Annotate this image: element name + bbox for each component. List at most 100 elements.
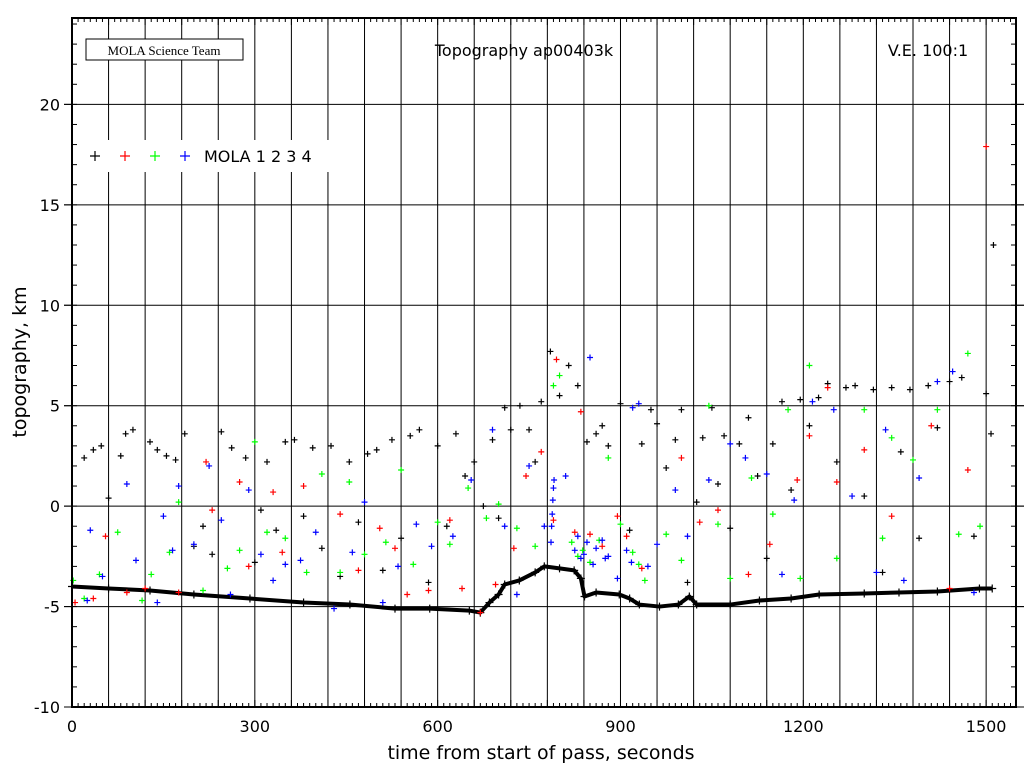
- data-point-ch2: [794, 477, 801, 484]
- data-point-ch1: [754, 472, 761, 479]
- data-point-ch3: [166, 549, 173, 556]
- data-point-ch4: [549, 497, 556, 504]
- data-point-ch1: [815, 394, 822, 401]
- data-point-ch4: [882, 426, 889, 433]
- data-point-ch3: [282, 535, 289, 542]
- data-point-ch1: [684, 579, 691, 586]
- data-point-ch4: [395, 563, 402, 570]
- data-point-ch2: [571, 529, 578, 536]
- data-point-ch3: [705, 402, 712, 409]
- data-point-ch3: [139, 597, 146, 604]
- data-point-ch4: [501, 523, 508, 530]
- data-point-ch1: [727, 525, 734, 532]
- data-point-ch4: [763, 470, 770, 477]
- data-point-ch3: [337, 569, 344, 576]
- data-point-ch2: [983, 143, 990, 150]
- data-point-ch1: [291, 436, 298, 443]
- data-point-ch1: [495, 515, 502, 522]
- data-point-ch2: [446, 517, 453, 524]
- data-point-ch4: [449, 533, 456, 540]
- data-point-ch1: [888, 384, 895, 391]
- data-point-ch2: [550, 517, 557, 524]
- data-point-ch3: [910, 456, 917, 463]
- data-point-ch3: [81, 595, 88, 602]
- data-point-ch3: [714, 521, 721, 528]
- data-point-ch2: [72, 599, 79, 606]
- data-point-ch4: [742, 454, 749, 461]
- data-point-ch1: [565, 362, 572, 369]
- data-point-ch4: [175, 483, 182, 490]
- data-point-ch2: [300, 483, 307, 490]
- data-point-ch4: [297, 557, 304, 564]
- data-point-ch1: [538, 398, 545, 405]
- data-point-ch4: [809, 398, 816, 405]
- data-point-ch4: [84, 597, 91, 604]
- grid: [64, 18, 1024, 707]
- data-point-ch1: [532, 458, 539, 465]
- data-point-ch4: [849, 493, 856, 500]
- data-point-ch4: [949, 368, 956, 375]
- surface-point: [592, 588, 601, 597]
- data-point-ch4: [605, 553, 612, 560]
- data-point-ch1: [983, 390, 990, 397]
- surface-point: [189, 590, 198, 599]
- data-point-ch4: [587, 354, 594, 361]
- data-point-ch1: [708, 404, 715, 411]
- data-point-ch1: [714, 481, 721, 488]
- data-point-ch1: [788, 487, 795, 494]
- data-point-ch1: [328, 442, 335, 449]
- data-point-ch2: [946, 585, 953, 592]
- data-point-ch2: [538, 448, 545, 455]
- data-point-ch3: [200, 587, 207, 594]
- data-point-ch4: [727, 440, 734, 447]
- data-points: [70, 143, 997, 616]
- data-point-ch4: [590, 561, 597, 568]
- surface-point: [576, 574, 585, 583]
- data-point-ch4: [282, 561, 289, 568]
- data-point-ch1: [379, 567, 386, 574]
- legend-marker-4: [180, 151, 190, 161]
- data-point-ch4: [489, 426, 496, 433]
- data-point-ch4: [577, 555, 584, 562]
- data-point-ch2: [477, 609, 484, 616]
- data-point-ch4: [361, 499, 368, 506]
- data-point-ch1: [90, 446, 97, 453]
- data-point-ch4: [599, 537, 606, 544]
- surface-point: [635, 600, 644, 609]
- data-point-ch1: [452, 430, 459, 437]
- data-point-ch1: [309, 444, 316, 451]
- data-point-ch4: [468, 477, 475, 484]
- data-point-ch3: [635, 561, 642, 568]
- data-point-ch3: [114, 529, 121, 536]
- surface-point: [933, 587, 942, 596]
- data-point-ch3: [955, 531, 962, 538]
- data-point-ch1: [672, 436, 679, 443]
- data-point-ch1: [583, 438, 590, 445]
- surface-point: [570, 566, 579, 575]
- data-point-ch2: [745, 571, 752, 578]
- data-point-ch3: [861, 406, 868, 413]
- data-point-ch1: [228, 444, 235, 451]
- data-point-ch3: [513, 525, 520, 532]
- data-point-ch4: [548, 539, 555, 546]
- data-point-ch2: [270, 489, 277, 496]
- data-point-ch2: [861, 446, 868, 453]
- data-point-ch4: [580, 551, 587, 558]
- data-point-ch1: [593, 430, 600, 437]
- data-point-ch1: [526, 426, 533, 433]
- data-point-ch1: [172, 456, 179, 463]
- legend-marker-2: [120, 151, 130, 161]
- data-point-ch3: [361, 551, 368, 558]
- x-tick-label: 300: [240, 717, 271, 736]
- data-point-ch3: [678, 557, 685, 564]
- data-point-ch4: [99, 573, 106, 580]
- data-point-ch3: [587, 559, 594, 566]
- data-point-ch2: [824, 384, 831, 391]
- data-point-ch1: [833, 458, 840, 465]
- data-point-ch2: [523, 472, 530, 479]
- data-point-ch3: [605, 454, 612, 461]
- data-point-ch3: [964, 350, 971, 357]
- data-point-ch1: [988, 430, 995, 437]
- data-point-ch4: [206, 462, 213, 469]
- surface-point: [345, 600, 354, 609]
